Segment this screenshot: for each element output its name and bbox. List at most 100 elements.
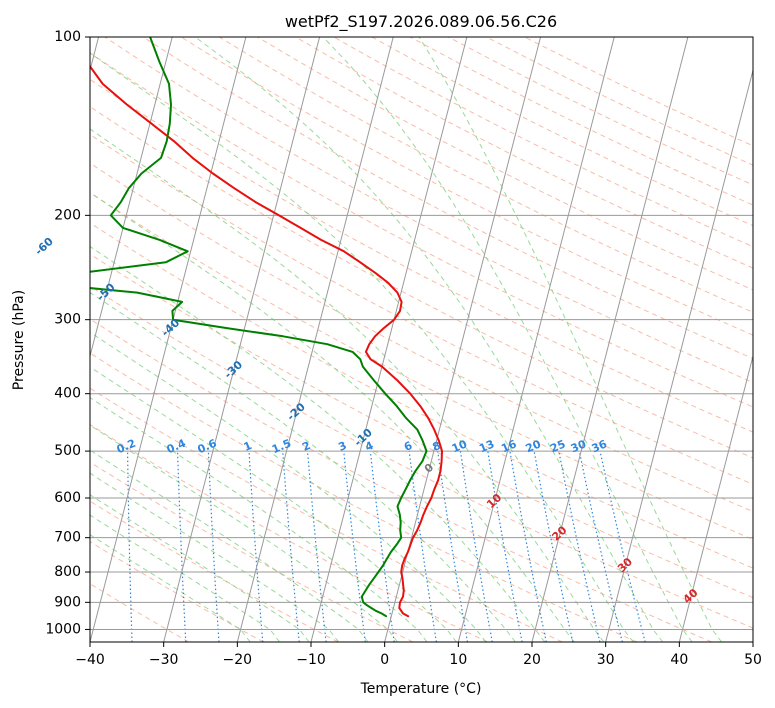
mixing-ratio-label: 1 bbox=[242, 439, 254, 454]
mixing-ratio-label: 0.4 bbox=[165, 437, 188, 457]
isotherm-label: 0 bbox=[422, 461, 437, 476]
moist-adiabat bbox=[322, 37, 693, 642]
mixing-ratio-line bbox=[487, 451, 523, 642]
grid-lines bbox=[90, 37, 753, 642]
y-tick-label: 100 bbox=[54, 29, 81, 45]
dry-adiabat bbox=[90, 461, 414, 642]
dry-adiabat bbox=[90, 318, 712, 642]
isotherm-label: -50 bbox=[94, 280, 118, 303]
x-tick-label: −10 bbox=[296, 652, 326, 668]
dry-adiabat bbox=[90, 191, 753, 541]
y-axis-label: Pressure (hPa) bbox=[11, 290, 27, 390]
dry-adiabat bbox=[409, 37, 753, 206]
mixing-ratio-line bbox=[177, 451, 187, 642]
isotherm-line bbox=[310, 37, 468, 642]
moist-adiabat bbox=[90, 128, 605, 642]
x-tick-label: 20 bbox=[523, 652, 541, 668]
dry-adiabat bbox=[219, 37, 753, 313]
mixing-ratio-line bbox=[343, 451, 366, 642]
y-tick-label: 200 bbox=[54, 207, 81, 223]
dry-adiabat bbox=[180, 37, 753, 336]
mixing-ratio-line bbox=[369, 451, 395, 642]
mixing-ratio-line bbox=[81, 451, 82, 642]
isotherm-line bbox=[457, 37, 615, 642]
dry-adiabat bbox=[104, 37, 753, 384]
isotherm-line bbox=[384, 37, 542, 642]
moist-adiabat bbox=[90, 472, 339, 642]
dry-adiabat bbox=[90, 583, 190, 642]
isotherm-line bbox=[678, 354, 753, 642]
mixing-ratio-line bbox=[509, 451, 547, 642]
dry-adiabat bbox=[524, 37, 753, 147]
moist-adiabat bbox=[90, 449, 369, 642]
mixing-ratio-line bbox=[459, 451, 493, 642]
isotherm-label: -60 bbox=[32, 235, 56, 258]
mixing-ratio-label: 16 bbox=[499, 437, 518, 455]
mixing-ratio-label: 13 bbox=[477, 437, 496, 455]
mixing-ratio-line bbox=[408, 451, 437, 642]
mixing-ratio-line bbox=[248, 451, 264, 642]
isotherm-label: -30 bbox=[222, 358, 246, 381]
y-axis: 100 200 300 400 500 600 700 800 900 1000 bbox=[45, 29, 90, 637]
mixing-ratio-label: 3 bbox=[337, 439, 349, 454]
y-tick-label: 300 bbox=[54, 312, 81, 328]
dry-adiabat bbox=[90, 78, 753, 433]
isotherm-label: 40 bbox=[681, 586, 701, 606]
background-lines bbox=[81, 37, 753, 642]
dry-adiabat bbox=[142, 37, 753, 360]
isotherm-line bbox=[752, 639, 753, 642]
dewpoint-line bbox=[90, 37, 428, 618]
y-tick-label: 900 bbox=[54, 594, 81, 610]
mixing-ratio-label: 10 bbox=[450, 437, 469, 455]
mixing-ratio-line bbox=[578, 450, 623, 642]
series-layer bbox=[90, 37, 443, 618]
mixing-ratio-label: 2 bbox=[300, 439, 312, 454]
isotherm-line bbox=[90, 37, 247, 642]
y-tick-label: 700 bbox=[54, 530, 81, 546]
dry-adiabat bbox=[90, 253, 753, 599]
mixing-ratio-label: 30 bbox=[569, 437, 588, 455]
moist-adiabat bbox=[90, 52, 634, 642]
chart-title: wetPf2_S197.2026.089.06.56.C26 bbox=[285, 12, 557, 32]
mixing-ratio-line bbox=[437, 451, 469, 642]
mixing-ratio-line bbox=[282, 451, 300, 642]
mixing-ratio-label: 4 bbox=[363, 439, 375, 454]
y-tick-label: 500 bbox=[54, 443, 81, 459]
x-tick-label: −40 bbox=[75, 652, 105, 668]
y-tick-label: 600 bbox=[54, 490, 81, 506]
x-axis: −40 −30 −20 −10 0 10 20 30 40 50 bbox=[75, 642, 762, 668]
dry-adiabat bbox=[90, 424, 488, 642]
dry-adiabat bbox=[90, 52, 753, 408]
dry-adiabat bbox=[486, 37, 753, 166]
isotherm-line bbox=[236, 37, 394, 642]
moist-adiabat bbox=[90, 245, 546, 642]
x-tick-label: −30 bbox=[149, 652, 179, 668]
y-tick-label: 1000 bbox=[45, 621, 81, 637]
dry-adiabat bbox=[333, 37, 753, 248]
moist-adiabat bbox=[90, 424, 398, 642]
isotherm-line bbox=[163, 37, 321, 642]
dry-adiabat bbox=[90, 133, 753, 485]
x-tick-label: 50 bbox=[744, 652, 762, 668]
mixing-ratio-label: 36 bbox=[590, 437, 609, 455]
x-tick-label: 40 bbox=[670, 652, 688, 668]
moist-adiabat bbox=[194, 37, 664, 642]
plot-frame bbox=[89, 36, 754, 643]
x-tick-label: 0 bbox=[380, 652, 389, 668]
dry-adiabat bbox=[90, 222, 753, 569]
mixing-ratio-label: 6 bbox=[402, 439, 414, 454]
isotherm-line bbox=[531, 37, 689, 642]
dry-adiabat bbox=[447, 37, 753, 186]
isotherm-label: 20 bbox=[549, 523, 569, 543]
mixing-ratio-label: 25 bbox=[548, 437, 567, 455]
dry-adiabat bbox=[90, 541, 264, 642]
mixing-ratio-line bbox=[533, 450, 574, 642]
y-tick-label: 800 bbox=[54, 564, 81, 580]
temperature-line bbox=[90, 64, 443, 618]
moist-adiabat bbox=[90, 291, 516, 642]
y-tick-label: 400 bbox=[54, 386, 81, 402]
moist-adiabat bbox=[90, 534, 251, 642]
isotherm-line bbox=[605, 68, 753, 642]
moist-adiabat bbox=[90, 331, 487, 642]
